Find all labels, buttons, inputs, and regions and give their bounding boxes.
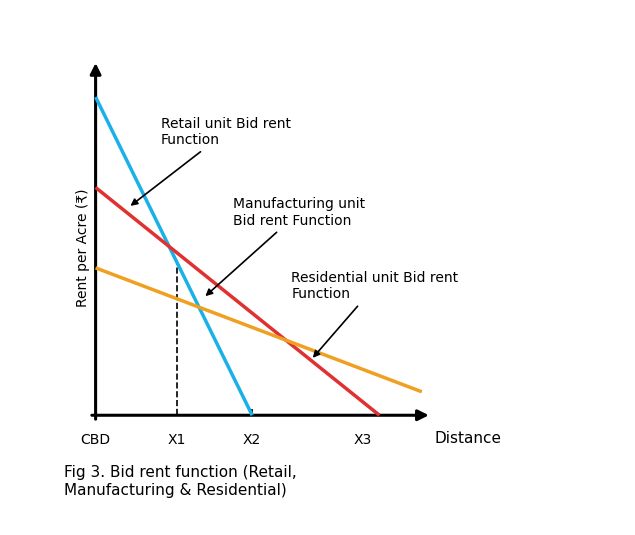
Text: CBD: CBD — [81, 433, 110, 447]
Text: Retail unit Bid rent
Function: Retail unit Bid rent Function — [132, 117, 291, 205]
Text: X1: X1 — [168, 433, 186, 447]
Text: Distance: Distance — [435, 431, 502, 446]
Text: Manufacturing unit
Bid rent Function: Manufacturing unit Bid rent Function — [207, 197, 364, 295]
Text: Rent per Acre (₹): Rent per Acre (₹) — [76, 188, 90, 307]
Text: X2: X2 — [243, 433, 262, 447]
Text: Fig 3. Bid rent function (Retail,
Manufacturing & Residential): Fig 3. Bid rent function (Retail, Manufa… — [64, 465, 297, 498]
Text: Residential unit Bid rent
Function: Residential unit Bid rent Function — [291, 271, 458, 356]
Text: X3: X3 — [354, 433, 372, 447]
